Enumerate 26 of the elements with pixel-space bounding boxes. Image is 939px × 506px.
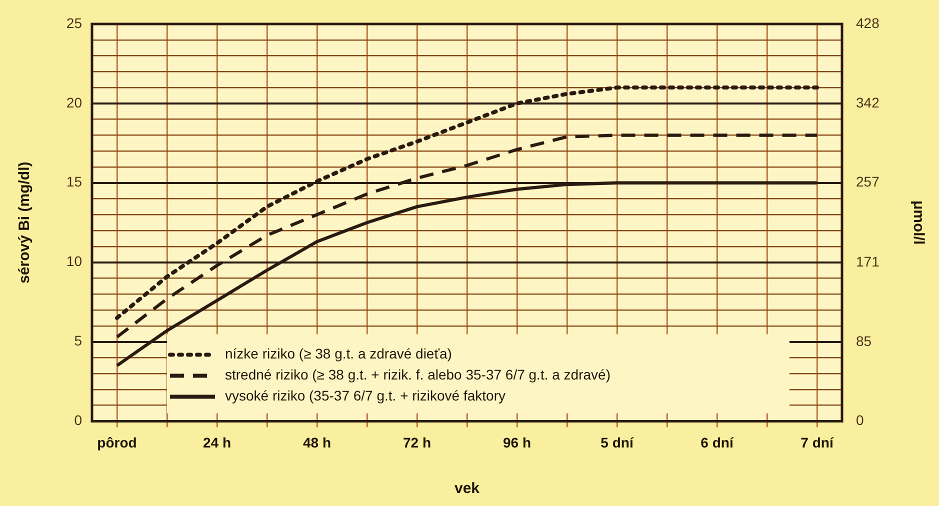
y-tick-label: 20 — [66, 94, 82, 110]
x-tick-label: 6 dní — [700, 434, 734, 450]
y2-tick-label: 342 — [856, 94, 880, 111]
y2-tick-label: 257 — [856, 174, 880, 190]
y-tick-label: 10 — [66, 253, 82, 270]
y2-tick-label: 171 — [856, 253, 880, 270]
y-tick-label: 0 — [74, 412, 82, 428]
x-tick-label: 7 dní — [800, 434, 834, 450]
legend-label: stredné riziko (≥ 38 g.t. + rizik. f. alebo 35-37 6/7 g.t. a zdravé) — [225, 366, 610, 383]
x-tick-label: 48 h — [302, 434, 332, 450]
y2-tick-label: 85 — [856, 333, 872, 350]
y2-axis-title: μmol/l — [910, 200, 927, 245]
x-tick-label: 5 dní — [600, 434, 634, 450]
x-axis-title: vek — [454, 480, 480, 498]
x-tick-label: 24 h — [202, 434, 232, 450]
y-tick-label: 5 — [74, 332, 82, 349]
x-tick-label: 72 h — [402, 434, 432, 450]
y2-tick-label: 428 — [856, 14, 880, 31]
x-tick-label: 96 h — [502, 434, 532, 450]
legend-label: vysoké riziko (35-37 6/7 g.t. + rizikové faktory — [225, 388, 506, 404]
y2-tick-label: 0 — [856, 412, 864, 428]
y-tick-label: 25 — [66, 14, 82, 31]
x-tick-label: pôrod — [97, 434, 137, 450]
legend-label: nízke riziko (≥ 38 g.t. a zdravé dieťa) — [225, 346, 452, 362]
y-axis-title: sérový Bi (mg/dl) — [16, 162, 34, 284]
y-tick-label: 15 — [66, 174, 82, 190]
